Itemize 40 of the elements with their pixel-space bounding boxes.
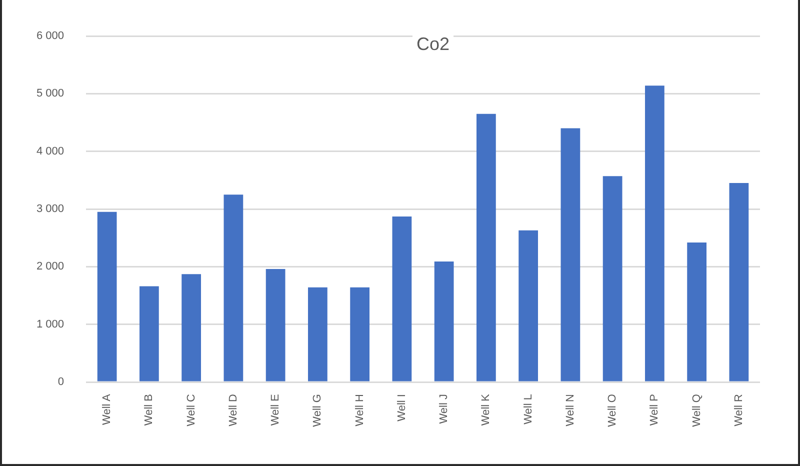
- x-tick-label: Well A: [101, 393, 114, 425]
- bar: [434, 261, 454, 382]
- x-tick-label: Well C: [185, 394, 198, 426]
- bar: [392, 216, 412, 382]
- bar: [687, 242, 706, 382]
- y-tick-label: 5 000: [36, 88, 64, 100]
- bar: [97, 212, 117, 382]
- bar: [308, 287, 328, 382]
- x-tick-label: Well O: [606, 394, 619, 427]
- bar: [602, 176, 622, 382]
- x-tick-label: Well G: [312, 394, 324, 427]
- y-tick-label: 4 000: [36, 145, 64, 158]
- y-tick-label: 6 000: [36, 30, 64, 42]
- x-tick-label: Well B: [143, 394, 156, 426]
- x-tick-label: Well P: [648, 394, 661, 426]
- bar: [560, 128, 580, 382]
- x-tick-label: Well I: [396, 394, 408, 422]
- y-tick-label: 1 000: [36, 318, 64, 330]
- x-tick-label: Well H: [354, 394, 366, 426]
- bar: [729, 183, 749, 382]
- chart-title: Co2: [416, 34, 450, 54]
- x-tick-label: Well D: [227, 394, 240, 426]
- x-tick-label: Well Q: [690, 394, 703, 427]
- x-tick-label: Well E: [270, 394, 282, 426]
- bar: [182, 274, 201, 382]
- bar: [518, 230, 538, 382]
- x-tick-label: Well N: [564, 394, 576, 426]
- bar: [266, 268, 286, 382]
- x-tick-label: Well L: [522, 394, 534, 424]
- y-tick-label: 3 000: [36, 203, 64, 216]
- bar: [224, 194, 244, 382]
- bar: [350, 287, 370, 382]
- y-tick-label: 0: [58, 376, 64, 388]
- x-tick-label: Well J: [438, 394, 450, 424]
- bar: [476, 114, 496, 382]
- bar: [645, 86, 664, 382]
- x-tick-label: Well R: [732, 394, 745, 426]
- x-tick-label: Well K: [480, 393, 492, 426]
- y-tick-label: 2 000: [36, 260, 64, 273]
- bar: [140, 286, 159, 382]
